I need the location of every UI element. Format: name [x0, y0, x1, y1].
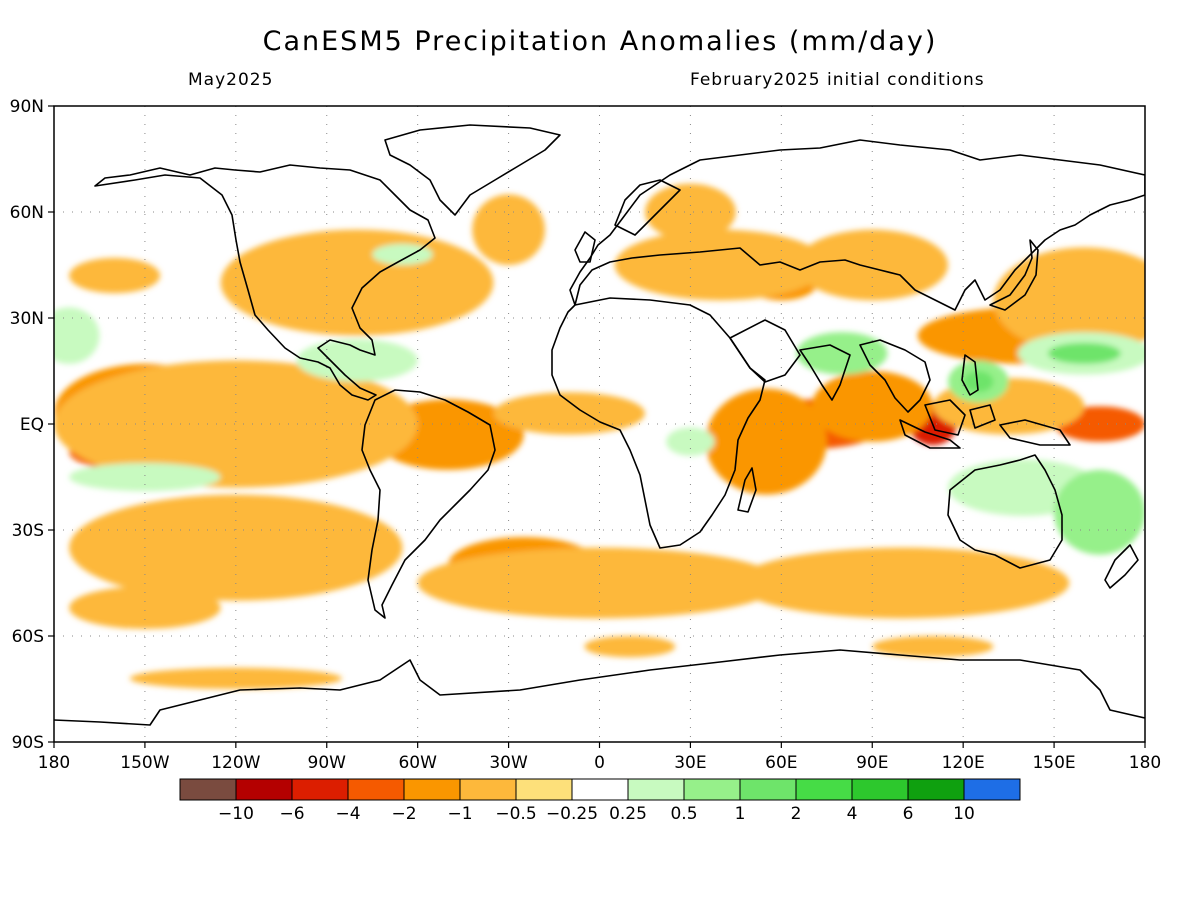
colorbar-swatch-11: [795, 778, 853, 801]
x-tick-label: 60W: [398, 753, 437, 773]
anomaly-region-22: [735, 547, 1070, 619]
colorbar-swatch-14: [963, 778, 1021, 801]
colorbar-swatch-1: [235, 778, 293, 801]
y-tick-label: 60N: [10, 203, 44, 223]
anomaly-region-9: [705, 388, 827, 495]
coast-south-america: [361, 389, 496, 619]
coast-indonesia: [899, 399, 1071, 449]
x-tick-label: 150W: [120, 753, 169, 773]
coast-antarctica: [54, 649, 1145, 726]
colorbar-label: −2: [391, 804, 416, 824]
anomaly-region-45: [69, 462, 221, 492]
coast-uk: [574, 231, 596, 263]
anomaly-region-24: [614, 229, 827, 301]
gridlines: [54, 106, 1145, 742]
anomaly-region-40: [796, 332, 888, 375]
colorbar-label: 4: [847, 804, 858, 824]
initial-conditions-label: February2025 initial conditions: [690, 70, 985, 90]
coast-north-america: [94, 164, 436, 401]
colorbar-label: −6: [279, 804, 304, 824]
x-tick-label: 30W: [489, 753, 528, 773]
anomaly-region-29: [584, 636, 676, 658]
x-tick-label: 30E: [674, 753, 706, 773]
coastlines: [54, 124, 1145, 726]
anomaly-region-33: [69, 586, 221, 629]
colorbar-label: 2: [791, 804, 802, 824]
x-tick-label: 120E: [942, 753, 985, 773]
x-tick-label: 180: [38, 753, 70, 773]
colorbar-swatch-7: [571, 778, 629, 801]
colorbar-swatch-12: [851, 778, 909, 801]
colorbar-swatch-10: [739, 778, 797, 801]
anomaly-region-25: [796, 229, 949, 301]
x-tick-label: 60E: [765, 753, 797, 773]
colorbar-swatch-8: [627, 778, 685, 801]
coast-africa: [551, 297, 766, 549]
colorbar-swatch-2: [291, 778, 349, 801]
anomaly-region-35: [296, 339, 418, 382]
coast-southeast-asia: [859, 339, 931, 413]
colorbar-label: 1: [735, 804, 746, 824]
colorbar-label: −0.25: [546, 804, 598, 824]
colorbar-label: −10: [218, 804, 254, 824]
y-tick-label: 90S: [12, 733, 44, 753]
coast-scandinavia: [614, 179, 681, 236]
forecast-month: May2025: [188, 70, 274, 90]
colorbar-label: −4: [335, 804, 360, 824]
colorbar-swatch-9: [683, 778, 741, 801]
anomaly-region-37: [1048, 342, 1121, 364]
anomaly-region-26: [993, 247, 1145, 354]
x-tick-label: 0: [594, 753, 605, 773]
colorbar-swatch-3: [347, 778, 405, 801]
coast-eurasia: [569, 139, 1145, 311]
colorbar-label: 6: [903, 804, 914, 824]
colorbar-swatch-4: [403, 778, 461, 801]
x-tick-label: 90W: [308, 753, 347, 773]
colorbar-swatch-5: [459, 778, 517, 801]
x-tick-label: 180: [1129, 753, 1161, 773]
y-tick-label: 60S: [12, 627, 44, 647]
anomaly-region-27: [129, 667, 342, 690]
anomaly-region-19: [493, 392, 645, 435]
y-tick-label: EQ: [20, 415, 44, 435]
coast-arabia-india: [729, 319, 851, 401]
anomaly-region-34: [54, 307, 100, 364]
anomaly-region-44: [666, 427, 715, 456]
colorbar-label: −0.5: [495, 804, 536, 824]
coast-australia: [947, 454, 1063, 569]
y-tick-label: 30N: [10, 309, 44, 329]
anomaly-region-32: [644, 183, 736, 241]
coast-philippines: [961, 354, 979, 396]
coast-greenland: [384, 124, 561, 216]
anomaly-region-42: [1054, 469, 1145, 555]
colorbar-swatch-0: [179, 778, 237, 801]
y-tick-label: 90N: [10, 97, 44, 117]
colorbar-swatch-13: [907, 778, 965, 801]
colorbar-swatch-6: [515, 778, 573, 801]
colorbar-label: 0.5: [670, 804, 697, 824]
colorbar: −10 −6 −4 −2 −1 −0.5 −0.25 0.25 0.5 1 2 4 6 10: [179, 778, 1021, 824]
coast-new-zealand: [1104, 544, 1139, 589]
anomaly-region-28: [872, 636, 994, 658]
x-tick-label: 150E: [1032, 753, 1075, 773]
anomaly-region-39: [963, 371, 994, 393]
map-title: CanESM5 Precipitation Anomalies (mm/day): [262, 26, 938, 57]
coast-madagascar: [737, 467, 757, 513]
anomaly-region-10: [811, 371, 933, 442]
anomaly-region-30: [69, 257, 161, 294]
anomaly-region-31: [472, 194, 545, 265]
colorbar-label: −1: [447, 804, 472, 824]
colorbar-label: 10: [953, 804, 975, 824]
axis-ticks: 180 150W 120W 90W 60W 30W 0 30E 60E 90E 120E 150E 18…: [10, 97, 1162, 773]
x-tick-label: 90E: [856, 753, 888, 773]
coast-japan: [989, 239, 1039, 311]
anomaly-region-18: [54, 360, 418, 488]
x-tick-label: 120W: [211, 753, 260, 773]
y-tick-label: 30S: [12, 521, 44, 541]
colorbar-label: 0.25: [609, 804, 647, 824]
